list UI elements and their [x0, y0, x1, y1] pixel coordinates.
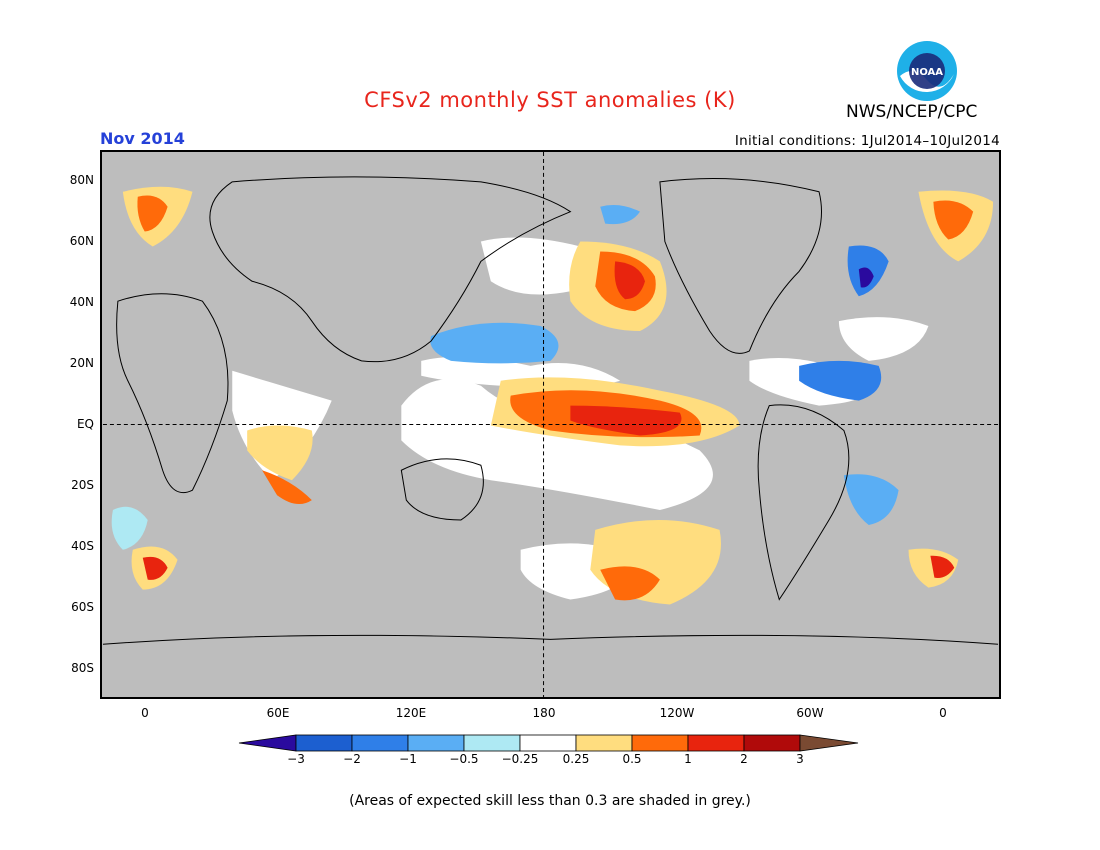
colorbar-label: 2 — [740, 752, 748, 766]
noaa-logo: NOAA — [896, 40, 958, 106]
colorbar-swatch — [295, 734, 353, 752]
cold-anomaly-areas — [111, 205, 899, 550]
colorbar-label: −0.25 — [501, 752, 539, 766]
colorbar-swatch — [631, 734, 689, 752]
lon-label: 60W — [796, 706, 824, 720]
colorbar-swatch — [463, 734, 521, 752]
colorbar — [238, 733, 862, 757]
lat-label: 40N — [69, 295, 94, 309]
colorbar-swatch — [351, 734, 409, 752]
colorbar-label: −2 — [343, 752, 361, 766]
colorbar-label: −1 — [399, 752, 417, 766]
colorbar-label: 0.25 — [562, 752, 590, 766]
lat-label: 20N — [69, 356, 94, 370]
colorbar-swatch — [575, 734, 633, 752]
lat-label: EQ — [76, 417, 94, 431]
colorbar-swatch — [799, 734, 859, 752]
footnote: (Areas of expected skill less than 0.3 a… — [349, 793, 751, 809]
lat-label: 60S — [71, 600, 94, 614]
sst-anomaly-map — [100, 150, 1001, 699]
colorbar-swatch — [238, 734, 297, 752]
colorbar-label: 3 — [796, 752, 804, 766]
warm-anomaly-areas — [122, 186, 994, 605]
colorbar-label: −3 — [287, 752, 305, 766]
lat-label: 80S — [71, 661, 94, 675]
valid-month: Nov 2014 — [100, 129, 185, 148]
lat-label: 80N — [69, 173, 94, 187]
neutral-ocean-areas — [232, 237, 929, 600]
lon-label: 120W — [659, 706, 695, 720]
lat-label: 60N — [69, 234, 94, 248]
lon-label: 120E — [395, 706, 427, 720]
noaa-logo-text: NOAA — [911, 67, 943, 78]
initial-conditions: Initial conditions: 1Jul2014–10Jul2014 — [734, 133, 1000, 149]
colorbar-label: 1 — [684, 752, 692, 766]
map-title: CFSv2 monthly SST anomalies (K) — [364, 88, 736, 112]
lon-label: 180 — [532, 706, 556, 720]
lon-label: 0 — [141, 706, 149, 720]
continent-outlines — [102, 176, 999, 645]
colorbar-label: 0.5 — [622, 752, 642, 766]
colorbar-swatch — [407, 734, 465, 752]
agency-label: NWS/NCEP/CPC — [846, 102, 978, 122]
lon-label: 0 — [939, 706, 947, 720]
colorbar-swatch — [687, 734, 745, 752]
lat-label: 40S — [71, 539, 94, 553]
lon-label: 60E — [266, 706, 290, 720]
colorbar-swatch — [519, 734, 577, 752]
colorbar-swatch — [743, 734, 801, 752]
colorbar-label: −0.5 — [449, 752, 479, 766]
lat-label: 20S — [71, 478, 94, 492]
